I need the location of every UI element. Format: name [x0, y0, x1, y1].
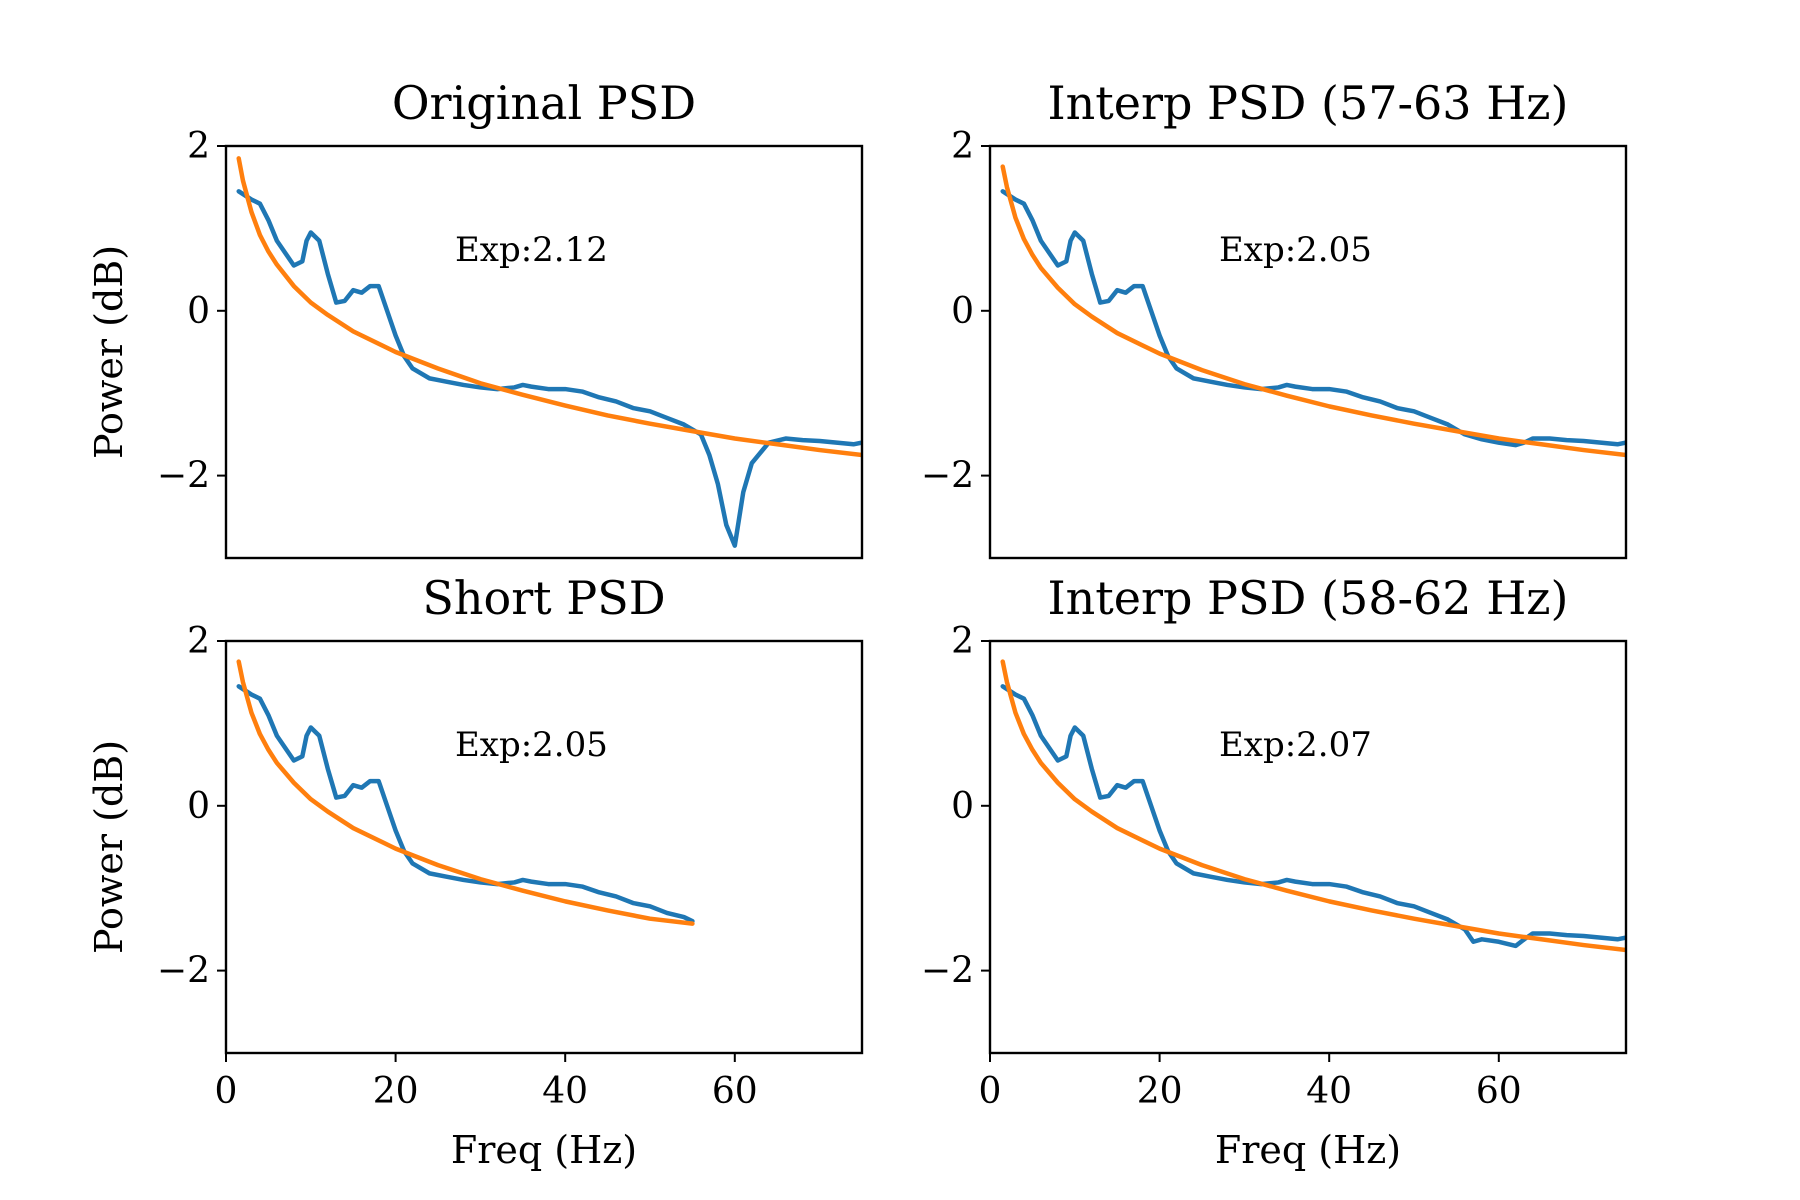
- x-tick-label: 0: [215, 1071, 238, 1112]
- psd-series-line: [236, 684, 695, 924]
- subplot-title: Interp PSD (58-62 Hz): [1047, 571, 1568, 625]
- x-tick-label: 20: [373, 1071, 419, 1112]
- x-tick-label: 40: [542, 1071, 588, 1112]
- subplot-1: −2 0 2 Original PSD Exp:2.12 Power (dB): [87, 76, 864, 560]
- y-tick-label: 0: [187, 786, 210, 827]
- exponent-annotation: Exp:2.07: [1219, 725, 1372, 765]
- y-axis-label: Power (dB): [87, 740, 131, 954]
- fit-series-line: [1000, 164, 1626, 458]
- y-tick-label: 0: [951, 786, 974, 827]
- y-tick-label: 2: [187, 621, 210, 662]
- x-axis-label: Freq (Hz): [1215, 1128, 1401, 1172]
- x-axis-label: Freq (Hz): [451, 1128, 637, 1172]
- x-tick-label: 0: [979, 1071, 1002, 1112]
- y-tick-label: 2: [187, 126, 210, 167]
- y-tick-label: −2: [157, 951, 210, 992]
- x-tick-label: 60: [712, 1071, 758, 1112]
- fit-series-line: [1000, 659, 1626, 953]
- exponent-annotation: Exp:2.05: [1219, 230, 1372, 270]
- axes-frame: [224, 144, 864, 560]
- subplot-title: Original PSD: [392, 76, 696, 130]
- y-tick-label: 0: [951, 291, 974, 332]
- subplot-2: −2 0 2 Interp PSD (57-63 Hz) Exp:2.05: [921, 76, 1628, 560]
- exponent-annotation: Exp:2.05: [455, 725, 608, 765]
- y-tick-label: 2: [951, 621, 974, 662]
- y-tick-label: 2: [951, 126, 974, 167]
- axes-frame: [988, 144, 1628, 560]
- exponent-annotation: Exp:2.12: [455, 230, 608, 270]
- x-tick-label: 20: [1137, 1071, 1183, 1112]
- x-tick-label: 60: [1476, 1071, 1522, 1112]
- x-tick-label: 40: [1306, 1071, 1352, 1112]
- y-tick-label: 0: [187, 291, 210, 332]
- y-tick-label: −2: [157, 456, 210, 497]
- axes-frame: [988, 639, 1628, 1055]
- y-axis-label: Power (dB): [87, 245, 131, 459]
- y-tick-label: −2: [921, 951, 974, 992]
- y-tick-label: −2: [921, 456, 974, 497]
- fit-series-line: [236, 659, 695, 926]
- subplot-title: Interp PSD (57-63 Hz): [1047, 76, 1568, 130]
- subplot-title: Short PSD: [422, 571, 665, 625]
- fit-series-line: [236, 156, 862, 458]
- axes-frame: [224, 639, 864, 1055]
